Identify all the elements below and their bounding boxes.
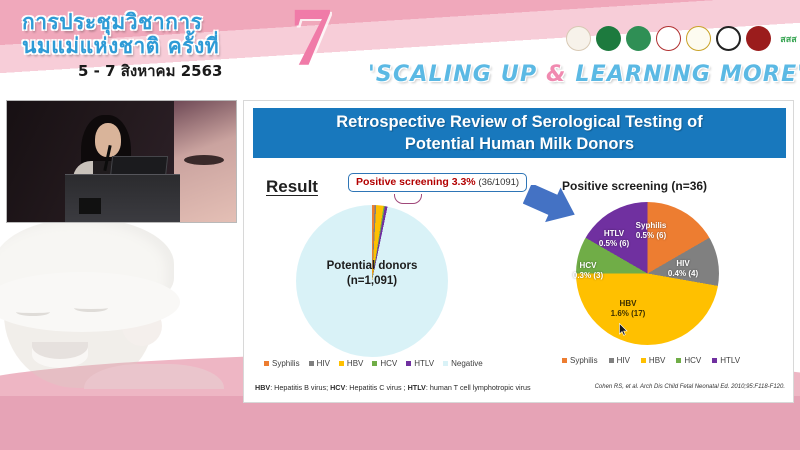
footnote-hcv-key: HCV — [330, 383, 346, 392]
conference-edition-number: 7 — [290, 0, 332, 84]
tagline-part1: 'SCALING UP — [368, 62, 547, 87]
baby-hat-brim-shape — [0, 272, 180, 332]
poster-eye-detail — [184, 155, 224, 165]
slice-label-htlv-name: HTLV — [603, 229, 625, 238]
slide-title: Retrospective Review of Serological Test… — [253, 108, 786, 158]
gold-garuda-logo — [686, 26, 711, 51]
callout-highlight-text: Positive screening 3.3% — [356, 176, 476, 188]
footnote-htlv-val: : human T cell lymphotropic virus — [425, 383, 531, 392]
right-pie-legend: Syphilis HIV HBV HCV HTLV — [562, 356, 740, 365]
thaihealth-logo: สสส — [776, 26, 800, 51]
baby-body-shape — [84, 364, 224, 389]
right-pie-title: Positive screening (n=36) — [562, 179, 708, 193]
legend-item-hiv: HIV — [308, 359, 330, 368]
baby-left-eye — [16, 308, 50, 316]
left-pie-center-label: Potential donors (n=1,091) — [296, 259, 448, 289]
mouse-cursor-icon — [619, 323, 628, 336]
slice-label-hbv-name: HBV — [619, 299, 637, 308]
podium — [65, 174, 180, 222]
tagline-ampersand: & — [546, 62, 567, 87]
slide-title-line2: Potential Human Milk Donors — [404, 135, 635, 153]
presentation-slide[interactable]: Retrospective Review of Serological Test… — [243, 100, 794, 403]
slice-label-htlv: HTLV 0.5% (6) — [592, 229, 636, 249]
legend-label-hbv-right: HBV — [648, 356, 666, 365]
positive-screening-callout: Positive screening 3.3% (36/1091) — [348, 173, 528, 192]
baby-watermark-image — [0, 214, 252, 389]
left-pie-title: Potential donors — [326, 260, 418, 272]
slice-label-hcv-name: HCV — [579, 261, 597, 270]
legend-item-hbv-right: HBV — [640, 356, 666, 365]
slide-citation: Cohen RS, et al. Arch Dis Child Fetal Ne… — [594, 384, 785, 390]
legend-item-syphilis: Syphilis — [264, 359, 300, 368]
red-emblem-logo — [656, 26, 681, 51]
slide-title-line1: Retrospective Review of Serological Test… — [336, 113, 703, 131]
tagline-part2: LEARNING MORE' — [566, 62, 800, 87]
legend-label-htlv: HTLV — [414, 359, 435, 368]
podium-plate — [79, 198, 101, 214]
slice-label-hiv: HIV 0.4% (4) — [659, 259, 707, 279]
legend-label-hcv: HCV — [380, 359, 398, 368]
callout-fraction-text: (36/1091) — [478, 177, 520, 188]
legend-label-hiv-right: HIV — [616, 356, 630, 365]
slice-label-hcv-value: 0.3% (3) — [572, 271, 604, 280]
conference-title-line1: การประชุมวิชาการ — [22, 10, 203, 34]
footnote-hbv-key: HBV — [255, 383, 271, 392]
legend-item-htlv: HTLV — [406, 359, 434, 368]
legend-item-hcv-right: HCV — [676, 356, 701, 365]
legend-label-negative: Negative — [451, 359, 483, 368]
left-pie-subtitle: (n=1,091) — [346, 275, 398, 287]
legend-label-htlv-right: HTLV — [720, 356, 741, 365]
legend-item-hbv: HBV — [338, 359, 364, 368]
slice-label-syphilis: Syphilis 0.5% (6) — [624, 221, 678, 241]
baby-cheek-shape — [122, 306, 162, 346]
legend-item-htlv-right: HTLV — [712, 356, 740, 365]
slice-label-syphilis-value: 0.5% (6) — [635, 231, 667, 240]
legend-item-syphilis-right: Syphilis — [562, 356, 598, 365]
legend-item-hiv-right: HIV — [608, 356, 630, 365]
slide-footnote: HBV: Hepatitis B virus; HCV: Hepatitis C… — [255, 383, 785, 392]
left-pie-legend: Syphilis HIV HBV HCV HTLV Negative — [264, 359, 483, 368]
baby-right-eye — [74, 304, 108, 312]
royal-seal-logo — [566, 26, 591, 51]
conference-title-line2: นมแม่แห่งชาติ ครั้งที่ — [22, 34, 220, 58]
legend-item-hcv: HCV — [372, 359, 397, 368]
callout-leader-bracket — [394, 194, 422, 204]
baby-mouth — [32, 342, 88, 368]
speaker-video-feed[interactable] — [6, 100, 237, 223]
black-circle-logo — [716, 26, 741, 51]
slice-label-hiv-name: HIV — [676, 259, 690, 268]
slice-label-hbv-value: 1.6% (17) — [610, 309, 646, 318]
legend-label-hbv: HBV — [346, 359, 364, 368]
legend-label-syphilis-right: Syphilis — [570, 356, 598, 365]
legend-label-hcv-right: HCV — [684, 356, 702, 365]
slice-label-hcv: HCV 0.3% (3) — [568, 261, 608, 281]
video-background-poster — [174, 101, 236, 222]
conference-tagline: 'SCALING UP & LEARNING MORE' — [368, 62, 800, 87]
conference-date: 5 - 7 สิงหาคม 2563 — [78, 62, 223, 80]
legend-label-hiv: HIV — [316, 359, 330, 368]
right-pie-chart — [576, 202, 719, 345]
slice-label-hiv-value: 0.4% (4) — [667, 269, 699, 278]
result-heading: Result — [266, 177, 318, 196]
left-pie-chart — [296, 205, 448, 357]
baby-hat-shape — [0, 218, 174, 310]
sponsor-logo-row: สสส — [566, 26, 800, 51]
green-shield-logo-2 — [626, 26, 651, 51]
footnote-hbv-val: : Hepatitis B virus; — [270, 383, 331, 392]
slice-label-htlv-value: 0.5% (6) — [598, 239, 630, 248]
slice-label-hbv: HBV 1.6% (17) — [600, 299, 656, 319]
crimson-crest-logo — [746, 26, 771, 51]
footnote-htlv-key: HTLV — [407, 383, 426, 392]
legend-label-syphilis: Syphilis — [272, 359, 300, 368]
footnote-hcv-val: : Hepatitis C virus ; — [345, 383, 408, 392]
blue-arrow-icon — [523, 185, 575, 223]
slice-label-syphilis-name: Syphilis — [635, 221, 667, 230]
legend-item-negative: Negative — [443, 359, 483, 368]
green-shield-logo-1 — [596, 26, 621, 51]
